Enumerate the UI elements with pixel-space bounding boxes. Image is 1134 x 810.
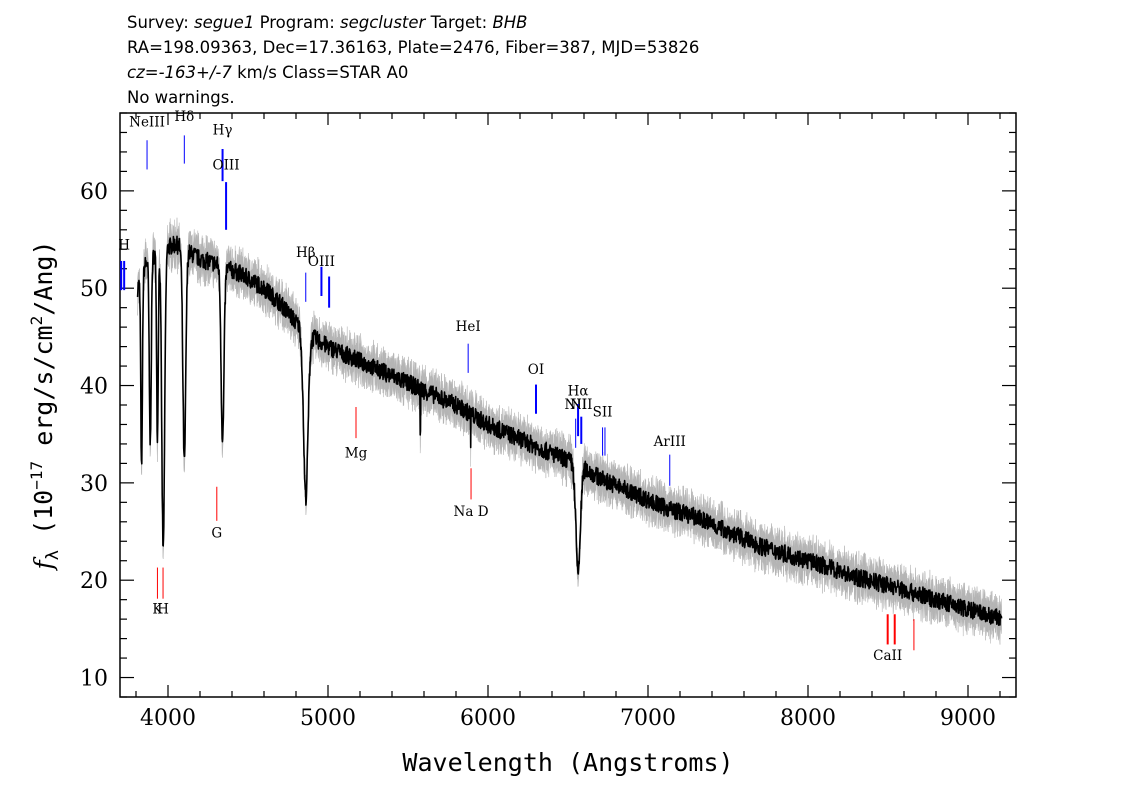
header-run: cz= xyxy=(127,63,159,82)
y-axis-title: fλ (10−17 erg/s/cm2/Ang) xyxy=(27,240,63,571)
y-tick-label: 40 xyxy=(80,375,108,400)
y-tick-label: 50 xyxy=(80,277,108,302)
header-run: km/s Class=STAR A0 xyxy=(232,63,409,82)
y-tick-label: 10 xyxy=(80,667,108,692)
marker-label: OIII xyxy=(213,157,240,173)
marker-label: OI xyxy=(528,362,544,378)
x-tick-label: 7000 xyxy=(620,706,676,731)
header-line-3: cz=-163+/-7 km/s Class=STAR A0 xyxy=(127,63,408,82)
marker-label: SII xyxy=(593,405,613,421)
y-tick-label: 20 xyxy=(80,569,108,594)
marker-label: ArIII xyxy=(653,434,686,450)
marker-label: NII xyxy=(570,397,592,413)
header-text: Survey: segue1 Program: segcluster Targe… xyxy=(127,13,699,107)
y-tick-label: 60 xyxy=(80,180,108,205)
x-tick-label: 5000 xyxy=(300,706,356,731)
marker-label: H xyxy=(118,237,130,253)
y-title-mid: (10 xyxy=(29,490,58,550)
x-axis-title: Wavelength (Angstroms) xyxy=(402,748,733,777)
x-tick-label: 9000 xyxy=(940,706,996,731)
x-tick-label: 6000 xyxy=(460,706,516,731)
y-title-rest: erg/s/cm xyxy=(29,325,58,460)
x-tick-label: 8000 xyxy=(780,706,836,731)
y-title-sub: λ xyxy=(43,550,63,560)
header-run: segcluster xyxy=(340,13,427,32)
axis-ticks: 4000 5000 6000 7000 8000 9000 10 20 30 40 50 60 xyxy=(80,112,1016,731)
y-title-exp2: 2 xyxy=(27,316,46,326)
header-run: Survey: xyxy=(127,13,194,32)
header-run: -163+/-7 xyxy=(159,63,233,82)
header-line-4: No warnings. xyxy=(127,88,235,107)
header-run: segue1 xyxy=(194,13,254,32)
y-tick-label: 30 xyxy=(80,472,108,497)
marker-label: Na D xyxy=(454,504,489,520)
marker-label: Hγ xyxy=(213,122,233,138)
flux-line xyxy=(136,235,1003,627)
marker-label: G xyxy=(211,525,222,541)
error-band xyxy=(137,217,1002,645)
header-run: Program: xyxy=(254,13,340,32)
y-title-tail: /Ang) xyxy=(29,240,58,315)
marker-label: NII xyxy=(564,397,586,413)
marker-label: Hβ xyxy=(296,245,316,261)
header-line-1: Survey: segue1 Program: segcluster Targe… xyxy=(127,13,528,32)
header-run: Target: xyxy=(425,13,492,32)
marker-label: K xyxy=(152,601,163,617)
marker-label: H xyxy=(157,601,169,617)
y-title-f: f xyxy=(29,557,58,572)
header-line-2: RA=198.09363, Dec=17.36163, Plate=2476, … xyxy=(127,38,699,57)
marker-label: NeIII xyxy=(129,115,165,131)
plot-area xyxy=(136,217,1003,645)
y-title-exp: −17 xyxy=(27,461,46,490)
marker-label: Mg xyxy=(345,446,368,462)
marker-label: Hδ xyxy=(174,109,194,125)
header-run: BHB xyxy=(492,13,527,32)
x-tick-label: 4000 xyxy=(140,706,196,731)
marker-label: Hα xyxy=(568,383,589,399)
marker-label: OIII xyxy=(308,254,335,270)
marker-label: CaII xyxy=(873,648,902,664)
marker-label: HeI xyxy=(456,319,481,335)
